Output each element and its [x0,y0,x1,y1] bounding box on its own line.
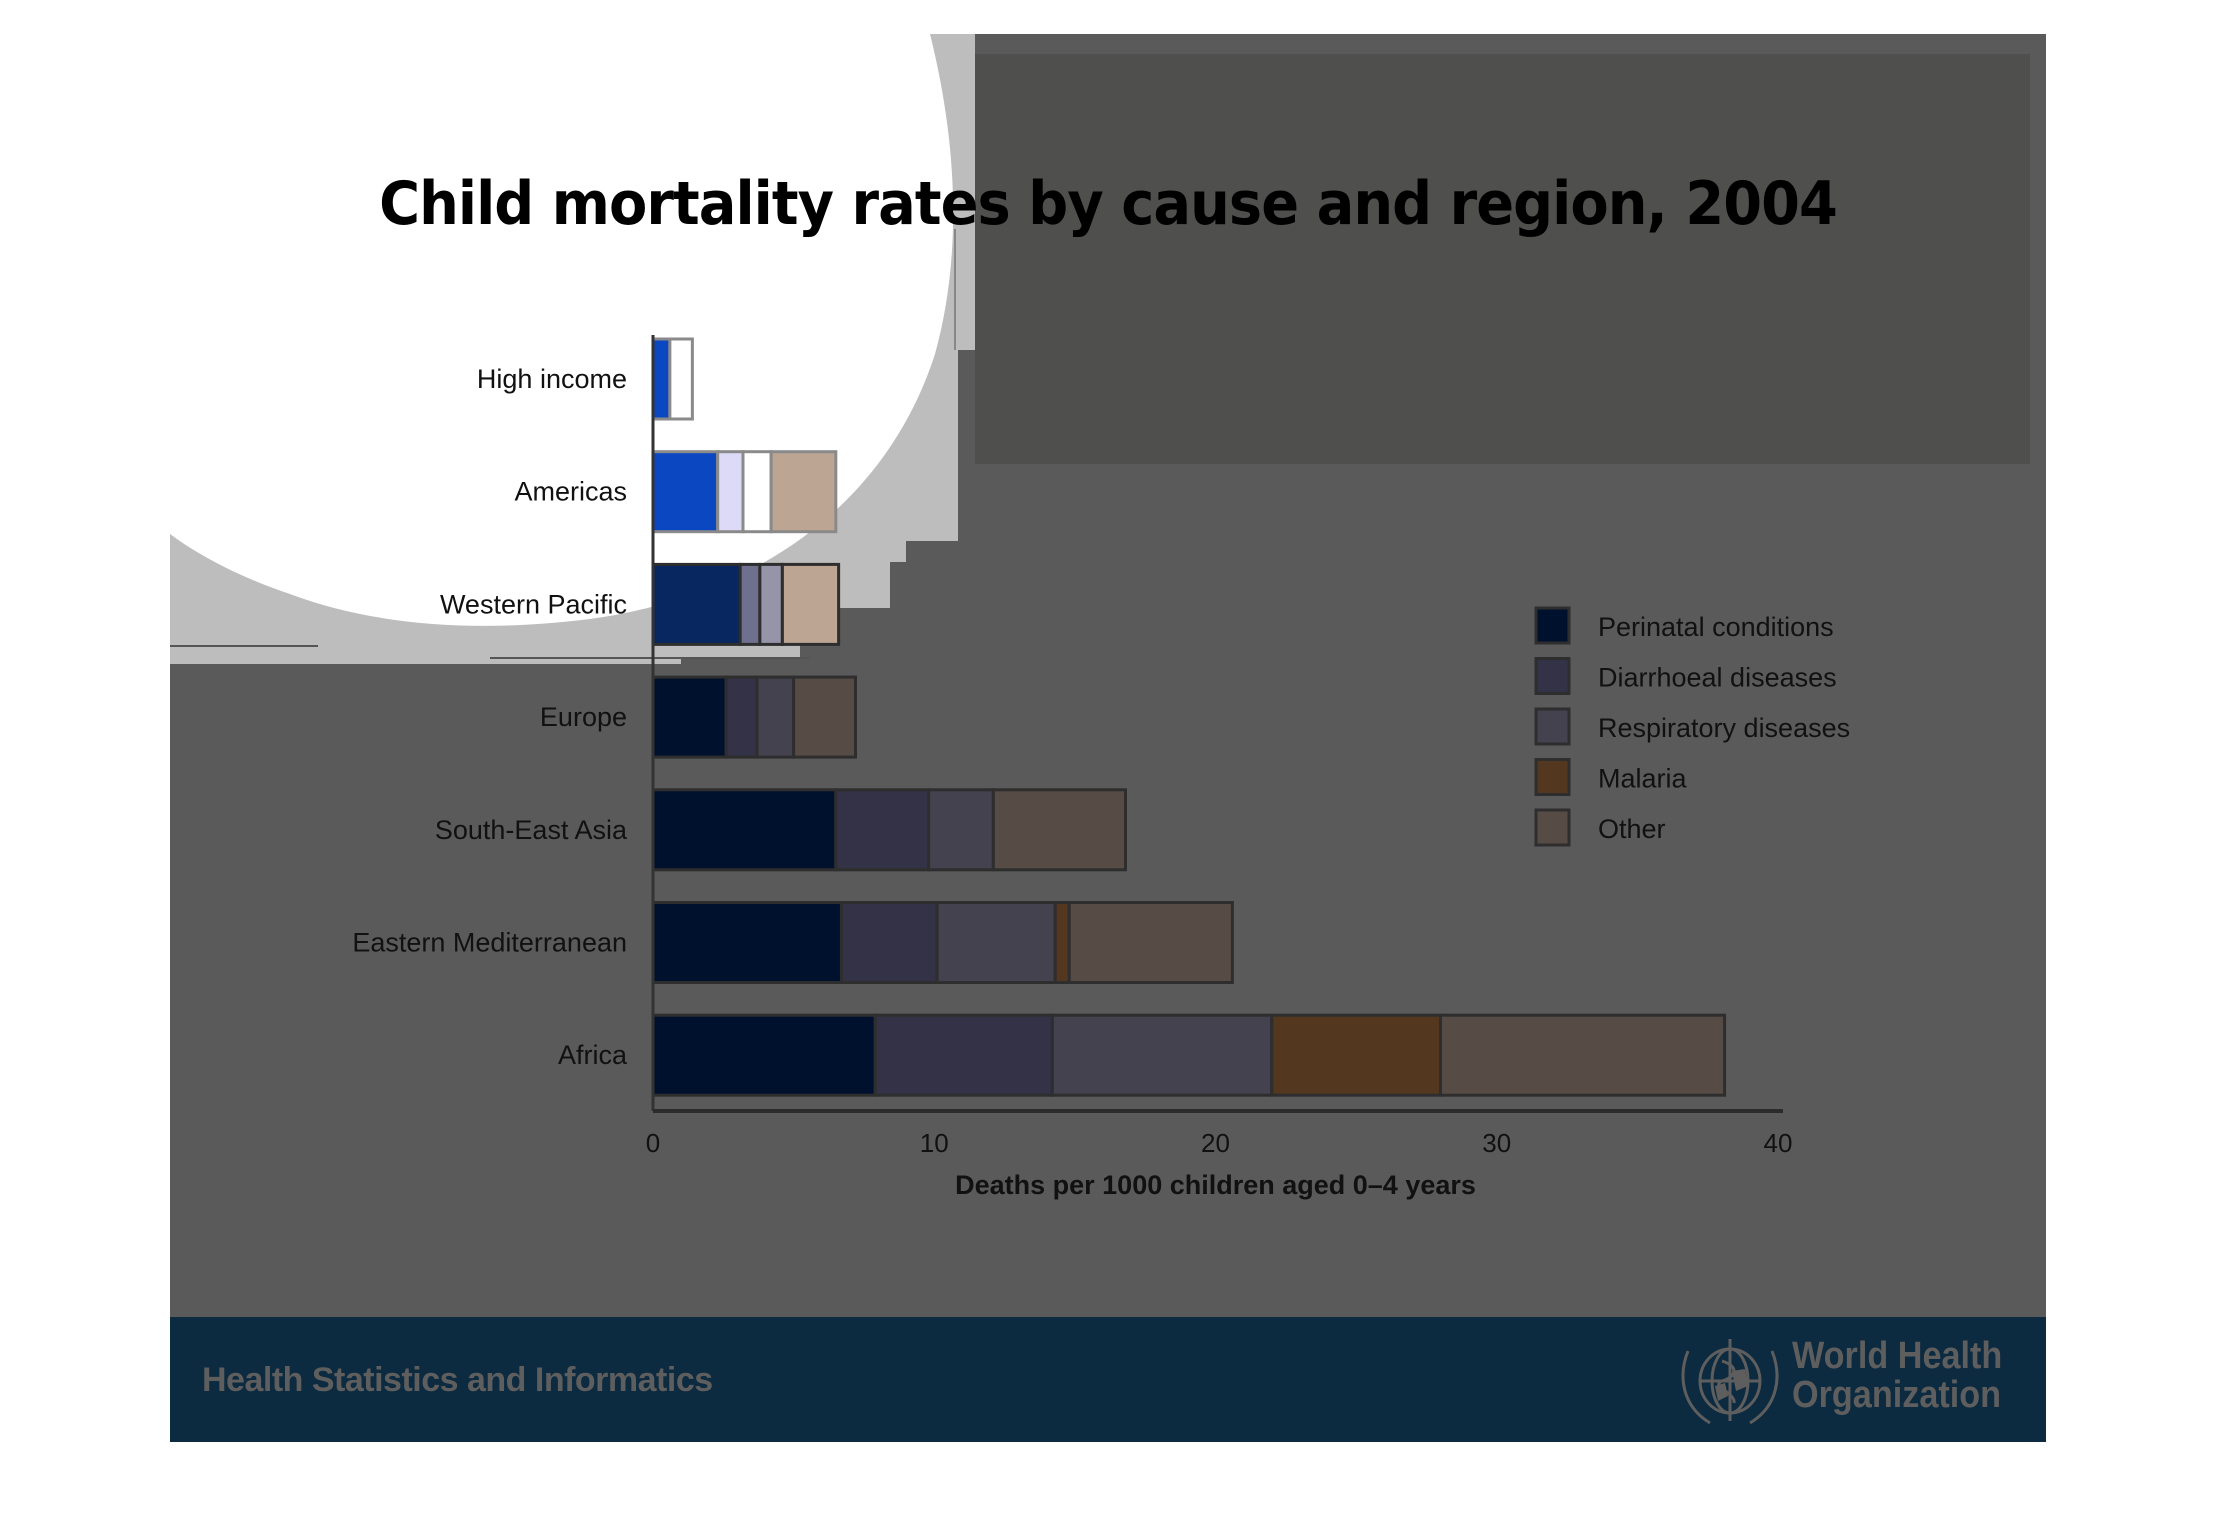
background-panel [975,54,2030,464]
legend-swatch [1534,707,1571,746]
bar-segment-diarrhoeal-diseases [834,788,931,872]
legend-label: Diarrhoeal diseases [1598,663,1837,693]
who-name-line1: World Health [1792,1335,2003,1377]
stacked-bar-chart: High income Americas Western Pacific Europe… [352,335,1850,1200]
category-label: South-East Asia [435,815,628,845]
slide-title: Child mortality rates by cause and regio… [379,169,1838,239]
bars-group [651,337,1727,1097]
legend: Perinatal conditions Diarrhoeal diseases R… [1534,606,1850,847]
who-name-line2: Organization [1792,1374,2002,1416]
category-label: High income [477,364,627,394]
bar-segment-other [991,788,1127,872]
bar-segment-perinatal-conditions [651,788,838,872]
bar-segment-diarrhoeal-diseases [738,562,762,646]
bar-segment-other [1439,1013,1727,1097]
bar-segment-diarrhoeal-diseases [716,450,745,534]
bar-segment-other [780,562,841,646]
bar-segment-diarrhoeal-diseases [724,675,759,759]
category-label: Americas [514,477,627,507]
bar-segment-perinatal-conditions [651,450,720,534]
bar-segment-respiratory-diseases [758,562,784,646]
category-label: Africa [558,1040,628,1070]
bar-segment-other [792,675,857,759]
bar-segment-perinatal-conditions [651,901,843,984]
bar-segment-perinatal-conditions [651,562,742,646]
who-wordmark: World Health Organization [1792,1337,2026,1415]
bar-segment-malaria [1270,1013,1442,1097]
x-tick-label: 10 [920,1128,949,1158]
bar-segment-respiratory-diseases [935,901,1057,984]
x-tick-label: 40 [1764,1128,1793,1158]
bar-segment-perinatal-conditions [651,337,672,421]
legend-label: Malaria [1598,764,1688,794]
legend-label: Other [1598,814,1666,844]
legend-swatch [1534,657,1571,695]
x-tick-label: 0 [646,1128,660,1158]
bar-segment-respiratory-diseases [741,450,773,534]
footer-department-label: Health Statistics and Informatics [202,1361,713,1399]
x-axis-title: Deaths per 1000 children aged 0–4 years [955,1170,1476,1200]
bar-segment-respiratory-diseases [755,675,796,759]
bar-segment-malaria [1053,901,1071,984]
legend-swatch [1534,606,1571,645]
bar-segment-other [769,450,838,534]
slide: Child mortality rates by cause and regio… [170,34,2046,1442]
category-label: Western Pacific [440,589,627,619]
bar-segment-other [1067,901,1234,984]
x-tick-label: 20 [1201,1128,1230,1158]
x-tick-labels: 0 10 20 30 40 [646,1128,1793,1158]
category-labels: High income Americas Western Pacific Europe… [352,364,628,1070]
bar-segment-respiratory-diseases [927,788,995,872]
category-label: Eastern Mediterranean [352,928,627,958]
category-label: Europe [540,702,627,732]
footer-bar: Health Statistics and Informatics World … [170,1317,2046,1442]
legend-swatch [1534,758,1571,796]
legend-label: Respiratory diseases [1598,713,1850,743]
bar-segment-perinatal-conditions [651,1013,877,1097]
bar-segment-respiratory-diseases [1050,1013,1274,1097]
x-tick-label: 30 [1482,1128,1511,1158]
who-emblem-icon [1681,1339,1779,1425]
bar-segment-diarrhoeal-diseases [873,1013,1054,1097]
bar-segment-perinatal-conditions [651,675,728,759]
legend-label: Perinatal conditions [1598,612,1834,642]
bar-segment-other [668,337,694,421]
legend-swatch [1534,808,1571,847]
bar-segment-diarrhoeal-diseases [839,901,939,984]
